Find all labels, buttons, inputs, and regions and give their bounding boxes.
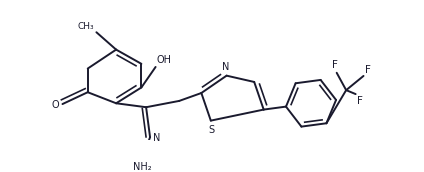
Text: F: F: [357, 96, 363, 106]
Text: S: S: [209, 125, 215, 135]
Text: NH₂: NH₂: [133, 162, 151, 172]
Text: O: O: [52, 100, 59, 110]
Text: OH: OH: [156, 55, 171, 65]
Text: N: N: [222, 62, 229, 72]
Text: F: F: [332, 60, 338, 70]
Text: F: F: [365, 65, 371, 75]
Text: N: N: [153, 133, 161, 143]
Text: CH₃: CH₃: [78, 23, 94, 31]
